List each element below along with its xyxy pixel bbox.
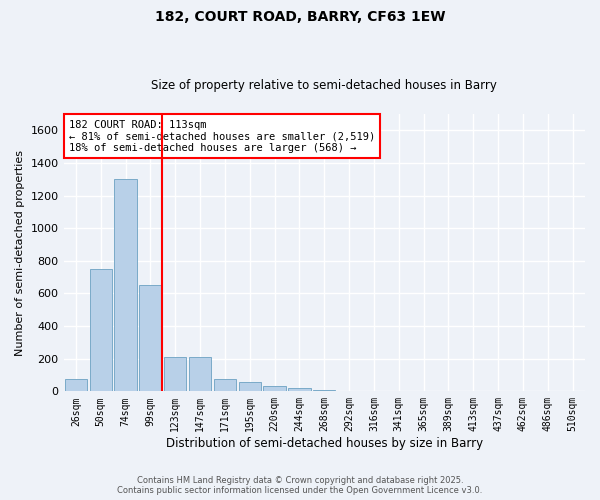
Bar: [239, 382, 261, 392]
Bar: [338, 390, 360, 392]
Bar: [164, 357, 187, 392]
Text: Contains HM Land Registry data © Crown copyright and database right 2025.
Contai: Contains HM Land Registry data © Crown c…: [118, 476, 482, 495]
Bar: [214, 379, 236, 392]
Bar: [288, 388, 311, 392]
Bar: [313, 390, 335, 392]
Bar: [139, 286, 161, 392]
Text: 182 COURT ROAD: 113sqm
← 81% of semi-detached houses are smaller (2,519)
18% of : 182 COURT ROAD: 113sqm ← 81% of semi-det…: [69, 120, 375, 152]
Title: Size of property relative to semi-detached houses in Barry: Size of property relative to semi-detach…: [151, 79, 497, 92]
Bar: [89, 269, 112, 392]
Text: 182, COURT ROAD, BARRY, CF63 1EW: 182, COURT ROAD, BARRY, CF63 1EW: [155, 10, 445, 24]
Bar: [189, 357, 211, 392]
Bar: [65, 379, 87, 392]
Bar: [115, 180, 137, 392]
Y-axis label: Number of semi-detached properties: Number of semi-detached properties: [15, 150, 25, 356]
X-axis label: Distribution of semi-detached houses by size in Barry: Distribution of semi-detached houses by …: [166, 437, 483, 450]
Bar: [263, 386, 286, 392]
